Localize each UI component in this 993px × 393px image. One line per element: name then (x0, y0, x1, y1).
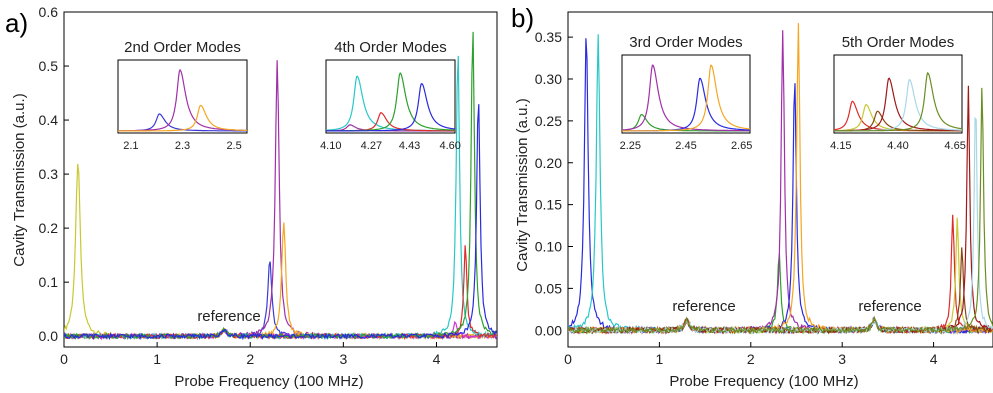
inset-frame (117, 59, 248, 134)
panel-a-plot-area: 0 1 2 3 4 0.0 0.1 0.2 0.3 0.4 0.5 0.6 reference 2nd O… (39, 4, 498, 367)
y-tick-label: 0.00 (535, 322, 562, 338)
inset-2: 4th Order Modes 4.10 4.27 4.43 4.60 (320, 39, 461, 152)
inset-x-tick-label: 4.60 (440, 140, 461, 152)
inset-series-line (622, 64, 751, 132)
inset-series-line (118, 104, 247, 132)
y-tick-label: 0.15 (535, 197, 562, 213)
y-tick-label: 0.25 (535, 113, 562, 129)
panel-b-plot-area: 0 1 2 3 4 0.00 0.05 0.10 0.15 0.20 0.25 0.30 0.35 ref… (535, 11, 993, 367)
reference-annotation: reference (672, 298, 735, 315)
inset-x-tick-label: 2.65 (731, 140, 752, 152)
series-group (568, 23, 993, 335)
panel-b-ylabel: Cavity Transmission (a.u.) (514, 98, 531, 271)
x-tick-label: 1 (655, 351, 663, 367)
x-tick-label: 0 (564, 351, 572, 367)
reference-annotation: reference (197, 308, 260, 325)
inset-x-tick-label: 2.45 (675, 140, 696, 152)
panel-label-b: b) (511, 3, 534, 33)
x-tick-label: 3 (838, 351, 846, 367)
inset-title: 5th Order Modes (842, 34, 955, 51)
inset-frame (325, 59, 456, 134)
inset-1: 3rd Order Modes 2.25 2.45 2.65 (620, 34, 753, 152)
inset-title: 3rd Order Modes (629, 34, 742, 51)
reference-annotation: reference (858, 298, 921, 315)
y-tick-label: 0.3 (39, 166, 59, 182)
panel-a-xlabel: Probe Frequency (100 MHz) (174, 373, 363, 390)
inset-x-tick-label: 4.40 (887, 140, 908, 152)
x-tick-label: 3 (339, 351, 347, 367)
y-tick-label: 0.0 (39, 328, 59, 344)
x-tick-label: 2 (246, 351, 254, 367)
inset-x-tick-label: 2.1 (123, 140, 138, 152)
inset-x-tick-label: 4.15 (830, 140, 851, 152)
inset-title: 2nd Order Modes (124, 39, 241, 56)
y-tick-label: 0.05 (535, 280, 562, 296)
y-tick-label: 0.2 (39, 220, 59, 236)
y-tick-label: 0.5 (39, 58, 59, 74)
inset-x-tick-label: 2.25 (620, 140, 641, 152)
inset-2: 5th Order Modes 4.15 4.40 4.65 (830, 34, 966, 152)
series-line (568, 253, 993, 335)
y-tick-label: 0.30 (535, 71, 562, 87)
panel-label-a: a) (5, 8, 28, 38)
panel-b-xlabel: Probe Frequency (100 MHz) (669, 373, 858, 390)
inset-x-tick-label: 4.10 (320, 140, 341, 152)
y-tick-label: 0.6 (39, 4, 59, 20)
inset-frame (833, 54, 963, 134)
inset-x-tick-label: 2.3 (175, 140, 190, 152)
y-tick-label: 0.20 (535, 155, 562, 171)
x-tick-label: 4 (433, 351, 441, 367)
inset-series-line (621, 64, 750, 132)
series-group (64, 31, 497, 341)
inset-frame (621, 54, 751, 134)
x-tick-label: 2 (747, 351, 755, 367)
inset-x-tick-label: 4.43 (399, 140, 420, 152)
inset-x-tick-label: 2.5 (226, 140, 241, 152)
inset-1: 2nd Order Modes 2.1 2.3 2.5 (117, 39, 248, 152)
x-tick-label: 0 (60, 351, 68, 367)
series-line (64, 104, 497, 341)
panel-a-ylabel: Cavity Transmission (a.u.) (11, 93, 28, 266)
panel-a: a) 0 1 2 3 4 0.0 0.1 0.2 0.3 0.4 0.5 0.6 reference 2n… (5, 4, 498, 390)
y-tick-label: 0.35 (535, 29, 562, 45)
y-tick-label: 0.4 (39, 112, 59, 128)
y-tick-label: 0.10 (535, 239, 562, 255)
y-tick-label: 0.1 (39, 274, 59, 290)
x-tick-label: 4 (930, 351, 938, 367)
series-line (568, 87, 993, 335)
x-tick-label: 1 (153, 351, 161, 367)
inset-title: 4th Order Modes (334, 39, 447, 56)
inset-x-tick-label: 4.27 (361, 140, 382, 152)
inset-x-tick-label: 4.65 (944, 140, 965, 152)
inset-series-line (834, 72, 963, 132)
plot-frame (567, 11, 993, 348)
inset-series-line (326, 82, 456, 132)
panel-b: b) 0 1 2 3 4 0.00 0.05 0.10 0.15 0.20 0.25 0.30 0.35… (511, 3, 993, 390)
plot-frame (63, 11, 498, 348)
